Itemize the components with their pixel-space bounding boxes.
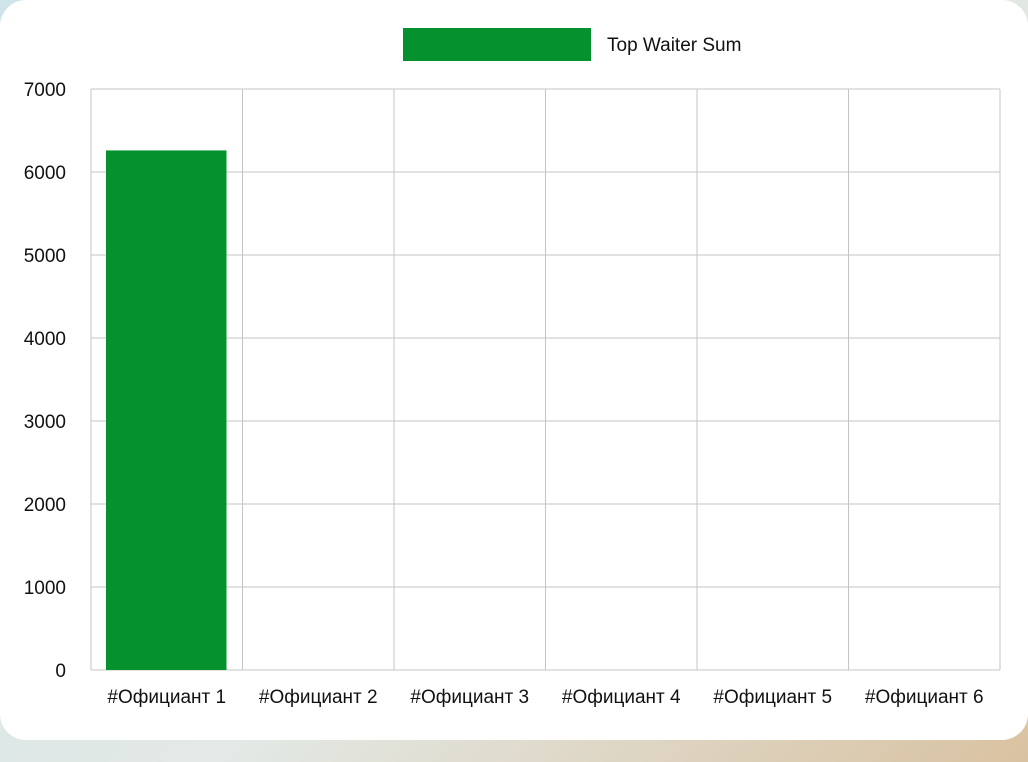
y-tick-label: 5000 <box>24 246 66 267</box>
bars <box>106 150 227 671</box>
y-tick-label: 7000 <box>24 80 66 101</box>
x-axis-tick-labels: #Официант 1 #Официант 2 #Официант 3 #Официа… <box>107 687 983 708</box>
y-tick-label: 2000 <box>24 495 66 516</box>
y-tick-label: 6000 <box>24 163 66 184</box>
y-tick-label: 4000 <box>24 329 66 350</box>
y-tick-label: 1000 <box>24 578 66 599</box>
x-tick-label: #Официант 4 <box>562 687 681 708</box>
legend-label: Top Waiter Sum <box>607 35 741 56</box>
grid-lines <box>90 88 1001 671</box>
x-tick-label: #Официант 1 <box>107 687 226 708</box>
chart-card: Top Waiter Sum 0 1000 2000 3000 4000 5000 6000… <box>23 28 1001 708</box>
bar[interactable] <box>106 150 227 671</box>
y-axis-tick-labels: 0 1000 2000 3000 4000 5000 6000 7000 <box>24 80 66 682</box>
legend[interactable]: Top Waiter Sum <box>403 28 741 61</box>
x-tick-label: #Официант 2 <box>259 687 378 708</box>
x-tick-label: #Официант 3 <box>410 687 529 708</box>
legend-swatch <box>403 28 591 61</box>
x-tick-label: #Официант 5 <box>713 687 832 708</box>
y-tick-label: 3000 <box>24 412 66 433</box>
y-tick-label: 0 <box>55 661 66 682</box>
x-tick-label: #Официант 6 <box>865 687 984 708</box>
